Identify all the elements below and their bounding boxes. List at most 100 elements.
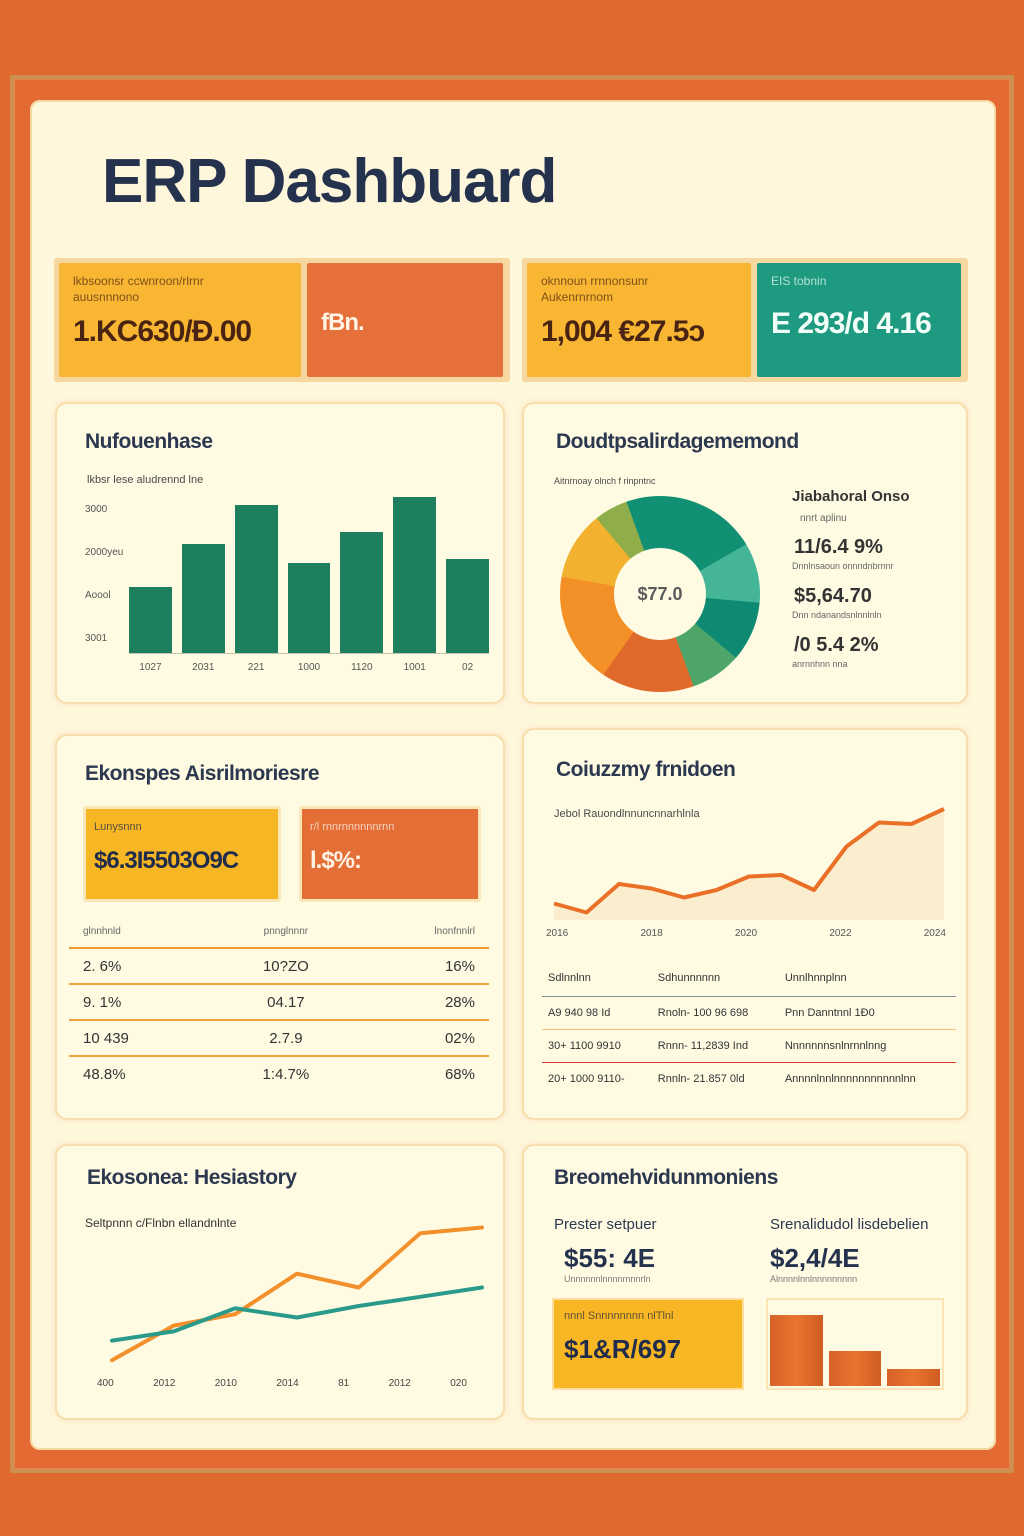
- table-cell: 04.17: [225, 984, 347, 1021]
- legend-value: /0 5.4 2%: [794, 634, 879, 656]
- bar[interactable]: [340, 531, 384, 653]
- x-tick: 221: [247, 662, 265, 673]
- finance-highlight-box[interactable]: nnnl Snnnnnnnn nlTlnl $1&R/697: [552, 1298, 744, 1390]
- column-header[interactable]: lnonfnnlrl: [346, 922, 489, 949]
- card-title: Breomehvidunmoniens: [554, 1166, 778, 1189]
- table-cell: 2. 6%: [69, 948, 226, 985]
- history-line-chart[interactable]: [110, 1216, 484, 1366]
- x-axis-labels: 2016 2018 2020 2022 2024: [546, 928, 946, 939]
- x-tick: 2031: [192, 662, 215, 673]
- x-tick: 2018: [640, 928, 663, 939]
- column-header[interactable]: glnnhnld: [69, 922, 226, 949]
- transactions-table: Sdlnnlnn Sdhunnnnnn Unnlhnnplnn A9 940 9…: [542, 970, 956, 1095]
- table-row[interactable]: 9. 1% 04.17 28%: [69, 984, 489, 1021]
- donut-center-label: $77.0: [614, 548, 706, 640]
- table-row[interactable]: 48.8% 1:4.7% 68%: [69, 1056, 489, 1091]
- donut-chart[interactable]: $77.0: [560, 496, 760, 692]
- mini-kpi-value: l.$%:: [310, 847, 362, 874]
- expense-mini-kpi-1[interactable]: Lunysnnn $6.3I5503O9C: [83, 806, 281, 902]
- table-row[interactable]: 2. 6% 10?ZO 16%: [69, 948, 489, 985]
- table-cell: 1:4.7%: [262, 1066, 310, 1083]
- legend-title: Jiabahoral Onso: [792, 488, 910, 505]
- table-cell: 30+ 1100 9910: [542, 1029, 652, 1063]
- table-cell: Annnnlnnlnnnnnnnnnnnlnn: [784, 1073, 916, 1085]
- bar[interactable]: [828, 1350, 882, 1386]
- table-cell: Rnnln- 21.857 0ld: [657, 1073, 745, 1085]
- column-header[interactable]: Sdlnnlnn: [542, 970, 652, 997]
- bar[interactable]: [234, 504, 278, 653]
- x-axis-labels: 1027 2031 221 1000 1120 1001 02: [129, 662, 489, 673]
- bar[interactable]: [129, 586, 172, 653]
- x-axis-labels: 400 2012 2010 2014 81 2012 020: [97, 1378, 467, 1389]
- expense-mini-kpi-2[interactable]: r/l rnnrnnnnnnrnn l.$%:: [299, 806, 481, 902]
- legend-subtitle: nnrt aplinu: [800, 513, 847, 524]
- kpi-value: E 293/d 4.16: [771, 307, 932, 340]
- bar[interactable]: [393, 496, 437, 653]
- finance-caption: Alnnnnlnnlnnnnnnnnn: [770, 1274, 858, 1284]
- finance-column-2: Srenalidudol lisdebelien $2,4/4E Alnnnnl…: [770, 1216, 928, 1284]
- kpi-value: 1,004 €27.5ɔ: [541, 315, 705, 348]
- card-title: Doudtpsalirdagememond: [556, 430, 799, 453]
- table-cell: 48.8%: [83, 1066, 126, 1083]
- x-tick: 2014: [276, 1378, 299, 1389]
- x-tick: 2020: [734, 928, 758, 939]
- card-title: Nufouenhase: [85, 430, 213, 453]
- bar[interactable]: [770, 1314, 823, 1386]
- bar-chart-plot: [129, 489, 490, 654]
- table-cell: 28%: [346, 984, 489, 1021]
- card-subtitle: Jebol Rauondlnnuncnnarhlnla: [554, 808, 700, 820]
- x-tick: 81: [338, 1378, 350, 1389]
- bar[interactable]: [887, 1369, 941, 1386]
- x-tick: 400: [97, 1378, 114, 1389]
- column-header[interactable]: pnnglnnnr: [225, 922, 347, 949]
- table-row-alert[interactable]: 30+ 1100 9910 Rnnn- 11,2839 Ind Nnnnnnns…: [542, 1029, 956, 1063]
- page-title: ERP Dashbuard: [102, 147, 557, 216]
- x-tick: 02: [462, 662, 474, 673]
- finance-column-1: Prester setpuer $55: 4E Unnnnnnlnnnnrnnn…: [554, 1216, 657, 1284]
- kpi-card-revenue[interactable]: lkbsoonsr ccwnroon/rlrnr auusnnnono 1.KC…: [59, 263, 301, 377]
- table-cell: 16%: [346, 948, 489, 985]
- x-tick: 1000: [297, 662, 321, 673]
- kpi-sublabel: Aukenrnrnom: [541, 290, 614, 304]
- finance-card: Breomehvidunmoniens Prester setpuer $55:…: [522, 1144, 968, 1420]
- kpi-card-orange[interactable]: fBn.: [307, 263, 503, 377]
- card-title: Ekonspes Aisrilmoriesre: [85, 762, 320, 785]
- x-tick: 2022: [829, 928, 852, 939]
- x-tick: 1120: [351, 662, 373, 673]
- table-row[interactable]: A9 940 98 Id Rnoln- 100 96 698 Pnn Dannt…: [542, 996, 956, 1030]
- x-tick: 1001: [403, 662, 426, 673]
- column-header[interactable]: Unnlhnnplnn: [778, 970, 956, 997]
- finance-label: Prester setpuer: [554, 1216, 657, 1233]
- card-title: Ekosonea: Hesiastory: [87, 1166, 297, 1189]
- bar[interactable]: [181, 543, 225, 653]
- x-tick: 2010: [214, 1378, 237, 1389]
- y-tick: 2000yeu: [85, 547, 124, 558]
- card-subtitle: lkbsr lese aludrennd lne: [87, 474, 204, 486]
- legend-caption: anrnnhnn nna: [792, 659, 848, 669]
- area-chart[interactable]: [553, 800, 945, 920]
- card-subtitle: Aitnrnoay olnch f rinpntnc: [554, 476, 656, 486]
- table-cell: Rnoln- 100 96 698: [651, 996, 779, 1030]
- table-cell: 10 439: [69, 1020, 226, 1057]
- column-header[interactable]: Sdhunnnnnn: [651, 970, 779, 997]
- donut-legend: Jiabahoral Onso nnrt aplinu 11/6.4 9% Dn…: [792, 488, 910, 683]
- table-cell: 02%: [346, 1020, 489, 1057]
- highlight-value: $1&R/697: [564, 1334, 682, 1364]
- kpi-group-right: oknnoun rrnnonsunr Aukenrnrnom 1,004 €27…: [522, 258, 968, 382]
- kpi-card-expenses[interactable]: oknnoun rrnnonsunr Aukenrnrnom 1,004 €27…: [527, 263, 751, 377]
- bar[interactable]: [446, 559, 490, 653]
- table-row[interactable]: 10 439 2.7.9 02%: [69, 1020, 489, 1057]
- table-cell: 10?ZO: [225, 948, 347, 985]
- table-row[interactable]: 20+ 1000 9110- Rnnln- 21.857 0ld Annnnln…: [542, 1063, 956, 1096]
- x-tick: 2012: [388, 1378, 411, 1389]
- bar[interactable]: [287, 563, 331, 653]
- kpi-card-teal[interactable]: EIS tobnin E 293/d 4.16: [757, 263, 961, 377]
- x-tick: 2012: [153, 1378, 176, 1389]
- card-title: Coiuzzmy frnidoen: [556, 758, 736, 781]
- legend-caption: Dnnlnsaoun onnndnbrnnr: [792, 561, 894, 571]
- table-cell: 2.7.9: [225, 1020, 347, 1057]
- mini-kpi-label: Lunysnnn: [94, 821, 142, 833]
- table-cell: Nnnnnnnsnlnrnnlnng: [778, 1029, 956, 1063]
- card-subtitle: Seltpnnn c/Flnbn ellandnlnte: [85, 1216, 237, 1230]
- finance-mini-bar-chart: [766, 1298, 944, 1390]
